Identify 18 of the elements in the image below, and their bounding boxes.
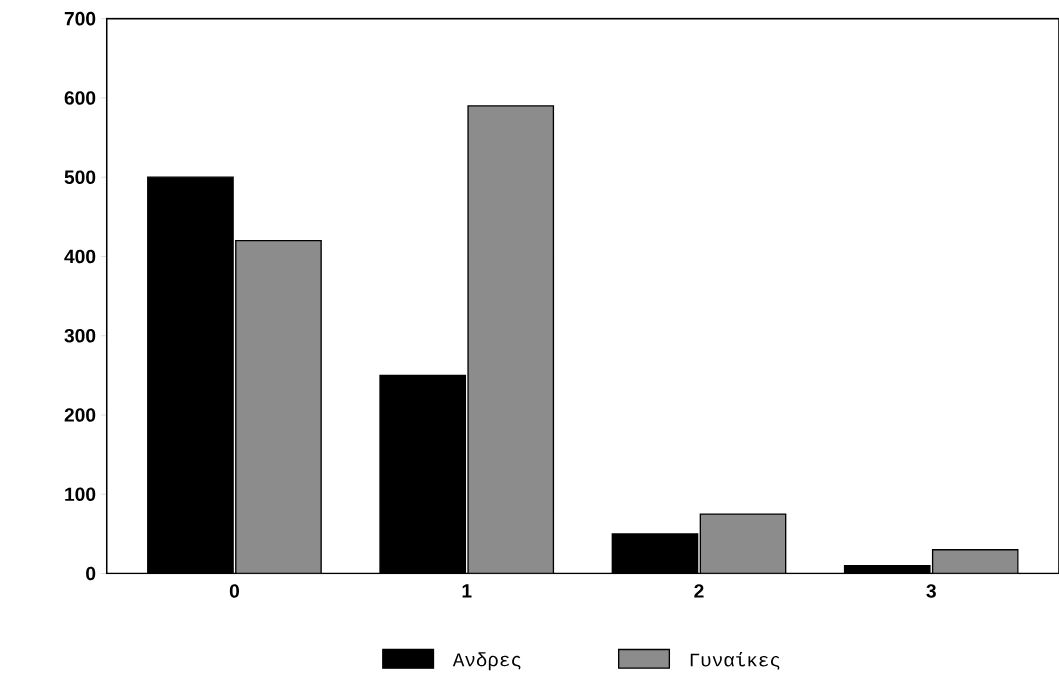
legend-label: Γυναίκες — [690, 651, 780, 670]
y-tick-label: 0 — [86, 566, 96, 581]
y-tick-label: 700 — [64, 11, 96, 26]
y-tick-label: 200 — [64, 408, 96, 422]
y-tick-label: 100 — [65, 487, 96, 501]
bar — [235, 239, 322, 574]
y-tick-label: 600 — [64, 91, 96, 105]
bar — [699, 513, 787, 574]
x-tick-label: 0 — [229, 584, 240, 598]
y-tick-label: 300 — [64, 328, 96, 343]
y-tick-label: 500 — [64, 170, 96, 184]
x-tick-label: 2 — [694, 584, 704, 598]
x-tick-label: 3 — [926, 584, 936, 598]
x-tick-label: 1 — [462, 584, 472, 598]
bar — [931, 548, 1019, 574]
bar — [468, 105, 554, 574]
legend-label: Ανδρες — [452, 652, 521, 671]
y-tick-label: 400 — [64, 249, 96, 264]
